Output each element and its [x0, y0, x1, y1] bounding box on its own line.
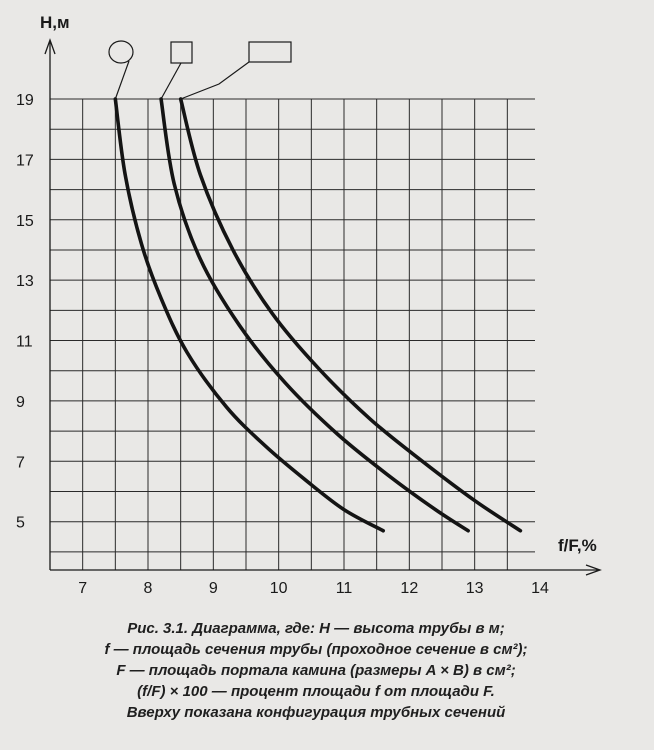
x-tick-label: 9 [209, 580, 218, 597]
y-tick-label: 19 [16, 92, 34, 109]
x-axis-title: f/F,% [558, 536, 597, 555]
figure-caption: Рис. 3.1. Диаграмма, где: H — высота тру… [36, 618, 596, 723]
caption-line: (f/F) × 100 — процент площади f от площа… [137, 683, 495, 700]
curve-circle [113, 97, 385, 533]
y-tick-label: 13 [16, 273, 34, 290]
caption-line: Вверху показана конфигурация трубных сеч… [126, 704, 506, 721]
curve-square [159, 97, 470, 533]
curve-rectangle [178, 97, 523, 533]
chart: 5 7 9 11 13 15 17 19 7 8 9 10 11 12 13 14 H,м f/F,% [16, 13, 602, 597]
leader-line [180, 61, 250, 100]
square-section-symbol [170, 41, 193, 64]
x-axis-arrow [585, 564, 602, 576]
x-tick-label: 11 [336, 580, 353, 597]
caption-line: F — площадь портала камина (размеры A × … [116, 662, 516, 679]
leader-line [160, 62, 182, 100]
y-tick-label: 7 [16, 454, 25, 471]
tick-labels: 5 7 9 11 13 15 17 19 7 8 9 10 11 12 13 14 [16, 92, 549, 597]
circle-section-symbol [108, 40, 134, 64]
y-tick-label: 17 [16, 152, 34, 169]
x-tick-label: 14 [531, 580, 549, 597]
caption-line: Рис. 3.1. Диаграмма, где: H — высота тру… [127, 620, 505, 637]
x-tick-label: 10 [270, 580, 288, 597]
y-axis-title: H,м [40, 13, 70, 32]
leader-line [114, 60, 130, 100]
x-tick-label: 8 [144, 580, 153, 597]
y-tick-label: 9 [16, 394, 25, 411]
grid [50, 98, 535, 570]
x-tick-label: 12 [400, 580, 418, 597]
section-symbols [108, 40, 292, 100]
y-tick-label: 5 [16, 515, 25, 532]
y-tick-label: 15 [16, 213, 34, 230]
rectangle-section-symbol [248, 41, 292, 63]
curves [113, 97, 523, 533]
x-tick-label: 13 [466, 580, 484, 597]
x-tick-label: 7 [78, 580, 87, 597]
y-axis-arrow [44, 38, 56, 55]
caption-line: f — площадь сечения трубы (проходное сеч… [104, 641, 528, 658]
axes [44, 38, 602, 576]
y-tick-label: 11 [16, 334, 33, 351]
